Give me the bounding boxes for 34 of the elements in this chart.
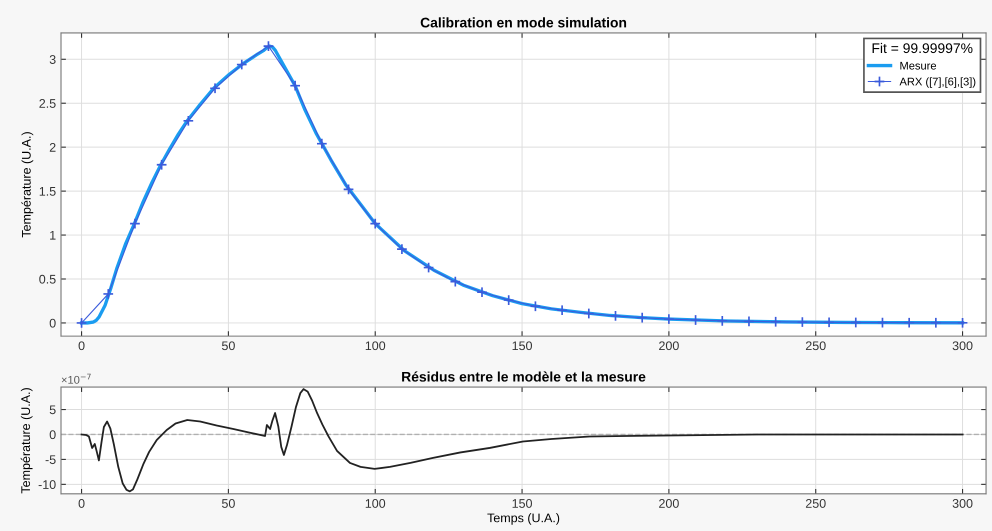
- y-axis-title: Température (U.A.): [20, 388, 33, 494]
- x-tick-label: 150: [512, 341, 532, 350]
- y-tick-label: 1.5: [40, 187, 56, 196]
- x-tick-label: 200: [659, 499, 679, 508]
- y-axis-title: Température (U.A.): [21, 132, 34, 238]
- x-tick-label: 0: [78, 499, 85, 508]
- chart-title: Calibration en mode simulation: [420, 17, 626, 28]
- x-axis-title: Temps (U.A.): [487, 513, 560, 525]
- y-tick-label: -5: [46, 455, 56, 464]
- x-tick-label: 100: [366, 341, 386, 350]
- legend-label: Mesure: [900, 62, 936, 70]
- x-tick-label: 150: [512, 499, 532, 508]
- x-tick-label: 50: [222, 499, 235, 508]
- x-tick-label: 0: [78, 341, 85, 350]
- chart-title: Résidus entre le modèle et la mesure: [402, 371, 646, 382]
- y-tick-label: 5: [50, 405, 56, 414]
- x-tick-label: 250: [806, 341, 826, 350]
- y-tick-label: 1: [50, 230, 56, 240]
- x-tick-label: 250: [806, 499, 826, 508]
- y-tick-label: 0.5: [39, 274, 56, 284]
- y-tick-label: -10: [38, 480, 56, 490]
- y-tick-label: 0: [50, 430, 56, 440]
- text: ×10$^{−7}$: [62, 374, 91, 384]
- x-tick-label: 100: [366, 499, 386, 508]
- y-tick-label: 2.5: [39, 99, 56, 108]
- x-tick-label: 300: [952, 499, 972, 508]
- y-tick-label: 0: [50, 318, 56, 328]
- x-tick-label: 300: [952, 341, 972, 350]
- x-tick-label: 50: [222, 341, 235, 350]
- legend-title: Fit = 99.99997%: [872, 42, 972, 54]
- x-tick-label: 200: [659, 341, 679, 350]
- legend-label: ARX ([7],[6],[3]): [900, 77, 976, 88]
- y-tick-label: 2: [50, 142, 56, 152]
- y-tick-label: 3: [50, 55, 56, 64]
